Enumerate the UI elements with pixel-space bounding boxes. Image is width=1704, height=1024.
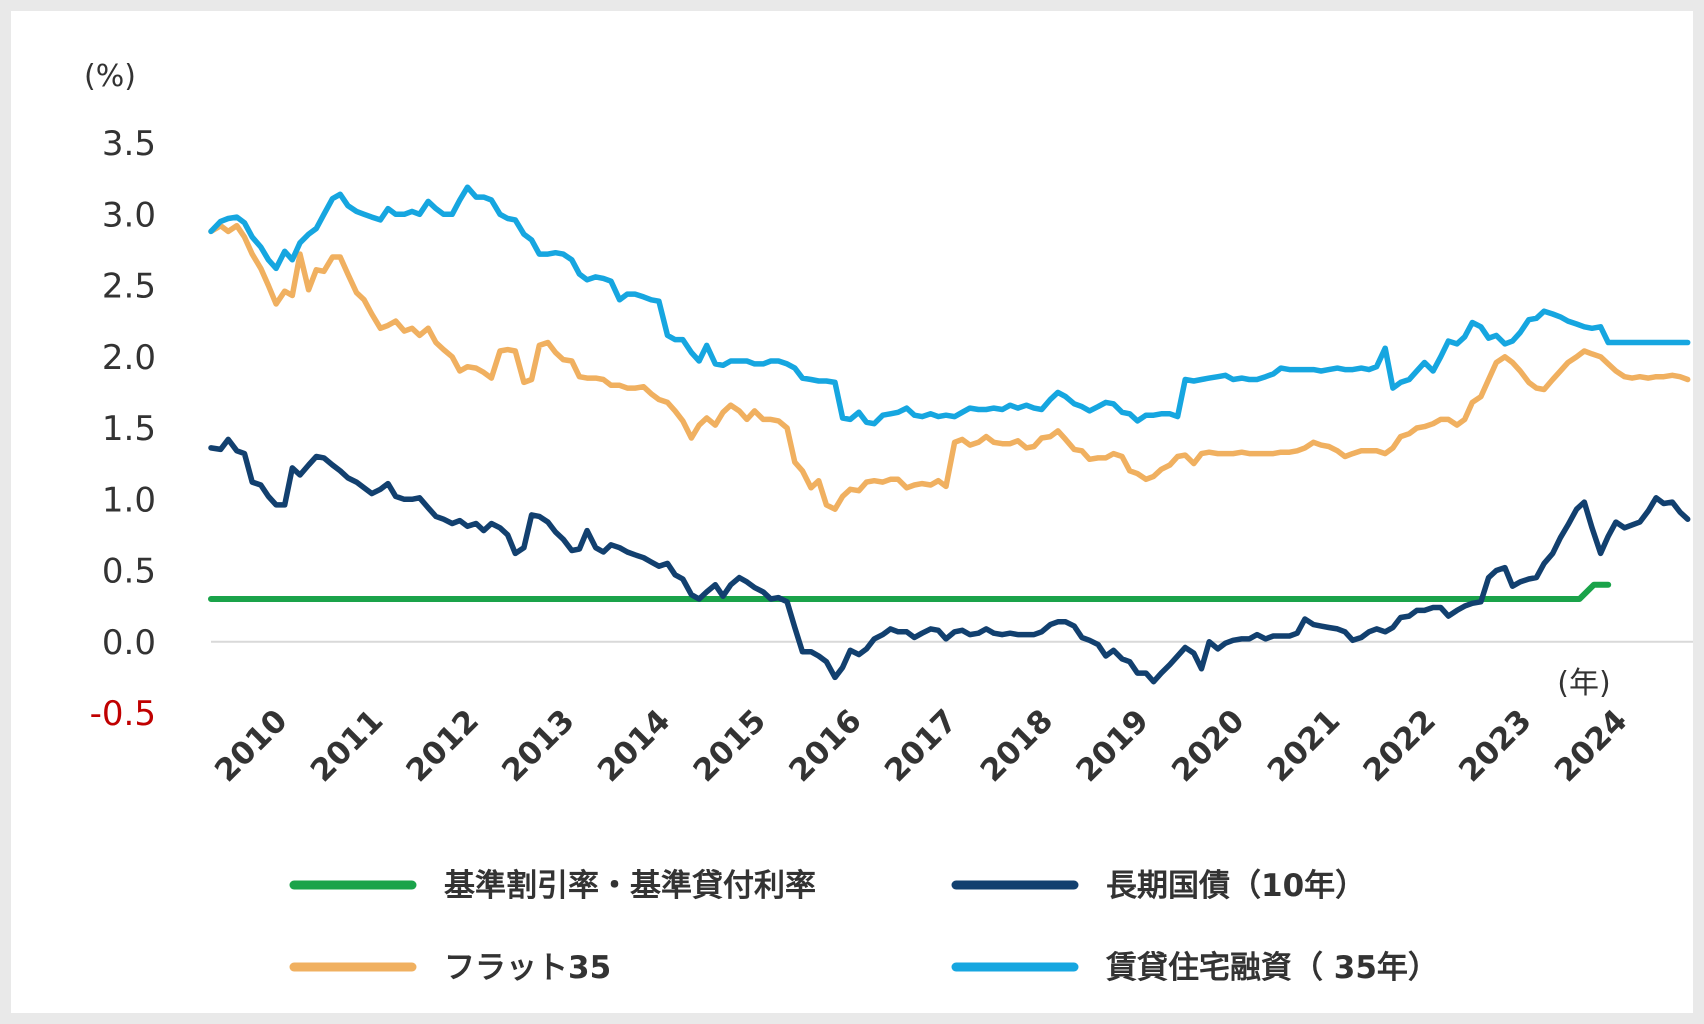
x-tick-label: 2013 — [495, 703, 581, 789]
y-tick-label: -0.5 — [90, 694, 156, 734]
legend-label-1: 長期国債（10年） — [1106, 868, 1366, 904]
series-line-1 — [208, 436, 1691, 685]
legend-label-3: 賃貸住宅融資（ 35年） — [1105, 950, 1439, 986]
y-tick-label: 0.0 — [102, 623, 156, 663]
series-line-3 — [208, 184, 1691, 427]
y-tick-label: 2.0 — [102, 338, 156, 378]
x-axis-unit-label: (年) — [1557, 666, 1610, 701]
x-tick-label: 2015 — [687, 703, 773, 789]
y-tick-label: 1.0 — [102, 480, 156, 520]
x-tick-label: 2018 — [974, 703, 1060, 789]
legend-label-0: 基準割引率・基準貸付利率 — [444, 868, 816, 904]
x-tick-label: 2023 — [1452, 703, 1538, 789]
chart-frame: (%) 3.5 3.0 2.5 2.0 1.5 1.0 0.5 0.0 -0.5 2010 201… — [11, 11, 1693, 1013]
y-tick-label: 3.5 — [102, 124, 156, 164]
x-tick-label: 2014 — [591, 703, 677, 789]
x-tick-label: 2016 — [782, 703, 868, 789]
series-layer — [208, 184, 1691, 685]
y-axis-unit-label: (%) — [84, 59, 136, 94]
x-tick-label: 2020 — [1165, 703, 1251, 789]
y-tick-label: 1.5 — [102, 409, 156, 449]
y-tick-label: 2.5 — [102, 267, 156, 307]
series-line-0 — [208, 581, 1612, 602]
x-tick-label: 2012 — [400, 703, 486, 789]
x-tick-label: 2024 — [1548, 703, 1634, 789]
y-axis-ticks: 3.5 3.0 2.5 2.0 1.5 1.0 0.5 0.0 -0.5 — [90, 124, 156, 734]
x-tick-label: 2021 — [1261, 703, 1347, 789]
y-tick-label: 3.0 — [102, 195, 156, 235]
x-tick-label: 2010 — [208, 703, 294, 789]
x-axis-ticks: 2010 2011 2012 2013 2014 2015 2016 2017 2018 2019… — [208, 703, 1634, 789]
x-tick-label: 2022 — [1357, 703, 1443, 789]
legend: 基準割引率・基準貸付利率 長期国債（10年） フラット35 賃貸住宅融資（ 35年） — [289, 868, 1439, 986]
x-tick-label: 2017 — [878, 703, 964, 789]
x-tick-label: 2019 — [1069, 703, 1155, 789]
legend-label-2: フラット35 — [444, 950, 611, 986]
y-tick-label: 0.5 — [102, 552, 156, 592]
line-chart: (%) 3.53.02.52.01.51.00.50.0-0.5 2010 201… — [84, 59, 1693, 986]
x-tick-label: 2011 — [304, 703, 390, 789]
series-line-2 — [208, 222, 1691, 512]
